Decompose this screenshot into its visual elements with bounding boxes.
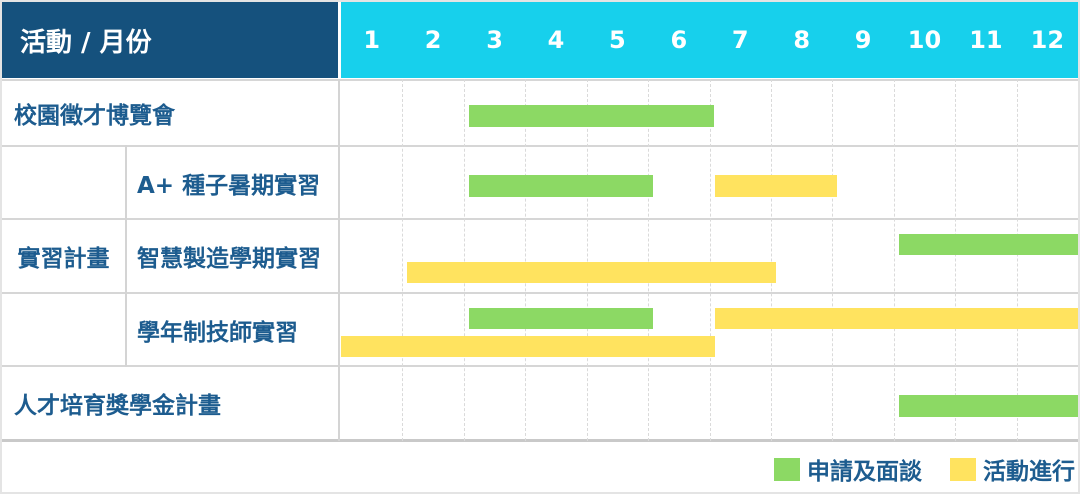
group-column-divider xyxy=(125,145,127,367)
month-label: 6 xyxy=(670,26,688,54)
month-gridlines xyxy=(341,79,1078,441)
legend-item-activity-ongoing: 活動進行 xyxy=(950,452,1075,486)
group-label-internship: 實習計畫 xyxy=(2,147,125,365)
gantt-bar-apply xyxy=(468,307,654,329)
month-label: 12 xyxy=(1030,26,1065,54)
gantt-bar-activity xyxy=(714,174,838,197)
month-gridline xyxy=(402,79,404,441)
gantt-bar-apply xyxy=(468,174,654,197)
month-label: 9 xyxy=(854,26,872,54)
activity-label: 學年制技師實習 xyxy=(137,319,298,346)
timeline-row-smart-mfg-semester-internship xyxy=(341,220,1078,292)
month-gridline xyxy=(525,79,527,441)
activity-label: 智慧製造學期實習 xyxy=(137,246,321,272)
activity-label: 校園徵才博覽會 xyxy=(14,103,175,129)
month-label: 11 xyxy=(969,26,1003,54)
month-gridline xyxy=(586,79,588,441)
month-label: 8 xyxy=(793,26,811,54)
month-label: 5 xyxy=(609,26,626,54)
month-header-row: 1 2 3 4 5 6 7 8 9 10 11 12 xyxy=(341,2,1078,78)
gantt-bar-activity xyxy=(714,307,1078,329)
month-label: 2 xyxy=(424,26,442,54)
month-gridline xyxy=(463,79,465,441)
gantt-bar-apply xyxy=(468,105,715,127)
corner-header-cell: 活動 / 月份 xyxy=(2,2,338,78)
month-gridline xyxy=(648,79,650,441)
month-gridline xyxy=(709,79,711,441)
gantt-bar-apply xyxy=(898,233,1078,255)
month-gridline xyxy=(1016,79,1018,441)
legend-swatch-green-icon xyxy=(774,457,800,481)
header-title: 活動 / 月份 xyxy=(20,27,152,58)
separator-row-1 xyxy=(2,145,1078,147)
timeline-row-talent-scholarship xyxy=(341,367,1078,439)
separator-row-2 xyxy=(2,218,1078,220)
legend-label-apply-interview: 申請及面談 xyxy=(807,459,922,485)
month-label: 7 xyxy=(731,26,749,54)
separator-row-4 xyxy=(2,365,1078,367)
row-label-year-round-technician-internship: 學年制技師實習 xyxy=(127,294,338,365)
row-label-talent-scholarship: 人才培育獎學金計畫 xyxy=(2,367,338,439)
month-gridline xyxy=(832,79,834,441)
group-label: 實習計畫 xyxy=(17,246,110,272)
timeline-row-campus-fair xyxy=(341,81,1078,145)
legend-label-activity-ongoing: 活動進行 xyxy=(983,459,1075,485)
gantt-bar-activity xyxy=(341,335,715,357)
row-label-aplus-summer-internship: A+ 種子暑期實習 xyxy=(127,147,338,218)
timeline-row-year-round-technician-internship xyxy=(341,294,1078,365)
legend-swatch-yellow-icon xyxy=(950,457,976,481)
separator-row-3 xyxy=(2,292,1078,294)
month-gridline xyxy=(893,79,895,441)
row-label-campus-fair: 校園徵才博覽會 xyxy=(2,81,338,145)
gantt-bar-apply xyxy=(898,395,1078,417)
month-label: 10 xyxy=(907,26,942,54)
legend: 申請及面談 活動進行 xyxy=(2,441,1078,492)
separator-header xyxy=(2,79,1078,81)
legend-item-apply-interview: 申請及面談 xyxy=(774,452,922,486)
month-gridline xyxy=(955,79,957,441)
timeline-row-aplus-summer-internship xyxy=(341,147,1078,218)
row-label-smart-mfg-semester-internship: 智慧製造學期實習 xyxy=(127,220,338,292)
gantt-bar-activity xyxy=(407,261,776,283)
month-label: 4 xyxy=(547,26,565,54)
separator-legend xyxy=(2,439,1078,442)
activity-label: A+ 種子暑期實習 xyxy=(137,172,321,199)
activity-label: 人才培育獎學金計畫 xyxy=(14,393,221,419)
month-label: 1 xyxy=(363,26,381,54)
month-gridline xyxy=(770,79,772,441)
label-timeline-divider xyxy=(338,79,340,441)
month-label: 3 xyxy=(486,26,503,54)
